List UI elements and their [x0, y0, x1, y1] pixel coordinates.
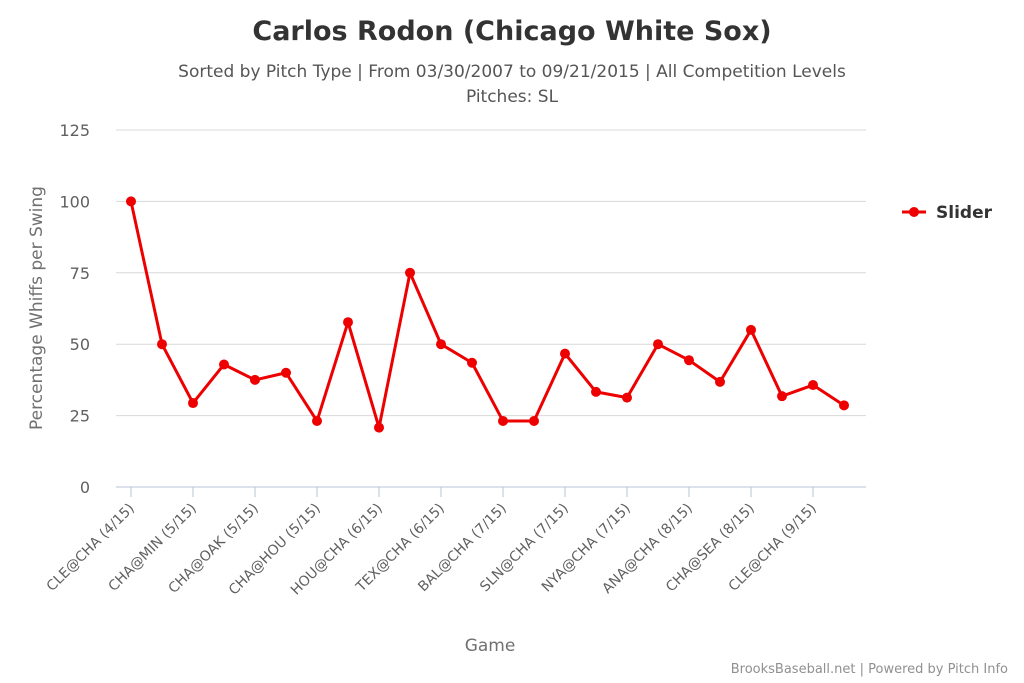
data-point[interactable]: [436, 339, 446, 350]
data-point[interactable]: [839, 400, 849, 411]
chart-subtitle-pitches: Pitches: SL: [466, 87, 559, 107]
data-point[interactable]: [312, 416, 322, 427]
data-point[interactable]: [219, 359, 229, 370]
y-tick-label: 50: [70, 335, 90, 354]
y-tick-label: 75: [70, 264, 90, 283]
legend-label-slider[interactable]: Slider: [936, 203, 993, 223]
x-axis: CLE@CHA (4/15)CHA@MIN (5/15)CHA@OAK (5/1…: [44, 486, 866, 598]
y-axis-title: Percentage Whiffs per Swing: [27, 186, 47, 430]
data-point[interactable]: [808, 380, 818, 391]
y-tick-label: 0: [80, 478, 90, 497]
data-point[interactable]: [126, 196, 136, 207]
x-axis-title: Game: [465, 636, 516, 656]
data-point[interactable]: [622, 392, 632, 403]
data-point[interactable]: [653, 339, 663, 350]
data-point[interactable]: [746, 324, 756, 335]
data-point[interactable]: [498, 416, 508, 427]
data-point[interactable]: [591, 386, 601, 397]
data-point[interactable]: [281, 367, 291, 378]
data-point[interactable]: [405, 267, 415, 278]
credits[interactable]: BrooksBaseball.net | Powered by Pitch In…: [731, 662, 1008, 677]
chart-title: Carlos Rodon (Chicago White Sox): [252, 16, 771, 47]
data-point[interactable]: [374, 422, 384, 433]
grid-lines: [116, 129, 866, 417]
series-line-slider: [129, 201, 845, 430]
data-point[interactable]: [777, 391, 787, 402]
legend[interactable]: Slider: [902, 203, 993, 223]
y-tick-label: 125: [59, 121, 90, 140]
data-point[interactable]: [250, 374, 260, 385]
data-point[interactable]: [467, 357, 477, 368]
data-point[interactable]: [715, 376, 725, 387]
y-tick-label: 25: [70, 407, 90, 426]
data-point[interactable]: [560, 348, 570, 359]
data-point[interactable]: [684, 355, 694, 366]
data-point[interactable]: [343, 317, 353, 328]
chart-subtitle: Sorted by Pitch Type | From 03/30/2007 t…: [178, 62, 846, 82]
data-point[interactable]: [529, 416, 539, 427]
y-axis: 0 25 50 75 100 125: [59, 121, 90, 497]
legend-marker-slider: [909, 207, 919, 217]
data-point[interactable]: [188, 398, 198, 409]
y-tick-label: 100: [59, 192, 90, 211]
data-point[interactable]: [157, 339, 167, 350]
series-slider: [126, 196, 849, 433]
